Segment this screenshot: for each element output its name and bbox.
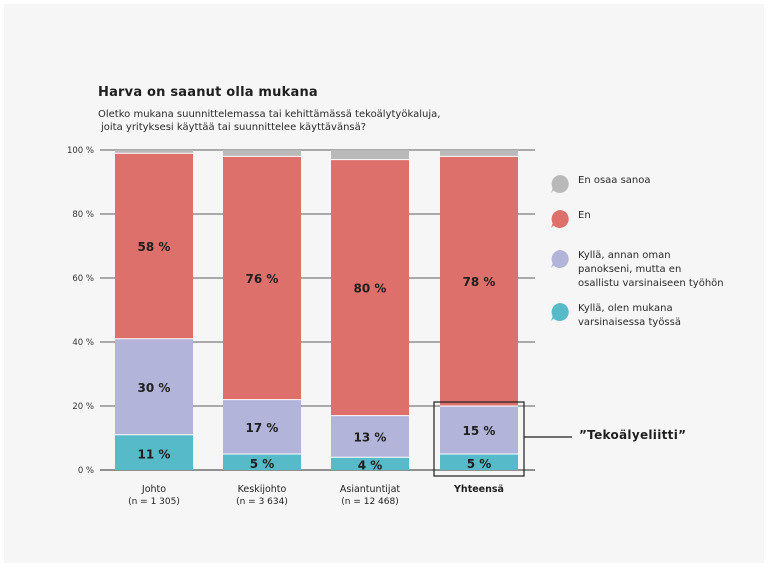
- bar-segment: [440, 406, 518, 454]
- legend-item-en-osaa-sanoa: En osaa sanoa: [550, 174, 651, 194]
- data-label: 5 %: [467, 457, 492, 471]
- speech-bubble-icon: [551, 303, 569, 321]
- data-label: 15 %: [463, 424, 496, 438]
- legend-item-kylla-mukana: Kyllä, olen mukana varsinaisessa työssä: [550, 302, 681, 330]
- category-n-label: (n = 3 634): [236, 497, 288, 507]
- legend-label: Kyllä, olen mukana varsinaisessa työssä: [578, 303, 681, 328]
- legend-label: Kyllä, annan oman panokseni, mutta en os…: [578, 250, 724, 289]
- bar-segment: [223, 156, 301, 400]
- category-label: Asiantuntijat: [340, 484, 401, 495]
- bar-segment: [331, 457, 409, 470]
- data-label: 78 %: [463, 275, 496, 289]
- bar-segment: [440, 156, 518, 406]
- data-label: 30 %: [138, 381, 171, 395]
- bar-segment: [440, 454, 518, 470]
- y-tick-label: 100 %: [67, 146, 94, 156]
- highlight-callout-label: ”Tekoälyeliitti”: [579, 428, 687, 442]
- bar-segment: [115, 150, 193, 154]
- data-label: 80 %: [354, 282, 387, 296]
- bar-segment: [115, 338, 193, 435]
- speech-bubble-icon: [551, 210, 569, 228]
- bar-segment: [440, 150, 518, 157]
- y-tick-label: 0 %: [78, 466, 94, 476]
- y-tick-label: 60 %: [72, 274, 94, 284]
- bar-segment: [331, 150, 409, 160]
- y-tick-label: 40 %: [72, 338, 94, 348]
- bar-segment: [223, 150, 301, 157]
- data-label: 76 %: [246, 272, 279, 286]
- category-label: Keskijohto: [238, 484, 287, 495]
- category-label: Yhteensä: [453, 484, 504, 495]
- category-label: Johto: [141, 484, 166, 495]
- legend-item-en: En: [550, 209, 591, 229]
- y-tick-label: 20 %: [72, 402, 94, 412]
- data-label: 4 %: [358, 459, 383, 473]
- highlight-box: [433, 401, 525, 477]
- speech-bubble-icon: [551, 175, 569, 193]
- chart-title: Harva on saanut olla mukana: [98, 85, 318, 100]
- data-label: 13 %: [354, 430, 387, 444]
- bar-segment: [115, 153, 193, 339]
- data-label: 58 %: [138, 240, 171, 254]
- chart-subtitle-line-2: joita yrityksesi käyttää tai suunnittele…: [101, 122, 367, 133]
- y-tick-label: 80 %: [72, 210, 94, 220]
- chart-subtitle-line-1: Oletko mukana suunnittelemassa tai kehit…: [98, 109, 441, 120]
- legend-label: En osaa sanoa: [578, 175, 651, 186]
- data-label: 5 %: [250, 457, 275, 471]
- bar-segment: [115, 434, 193, 470]
- category-n-label: (n = 12 468): [341, 497, 398, 507]
- legend-label: En: [578, 210, 591, 221]
- bar-segment: [223, 454, 301, 470]
- bar-segment: [331, 415, 409, 458]
- data-label: 17 %: [246, 421, 279, 435]
- bar-segment: [331, 159, 409, 416]
- data-label: 11 %: [138, 447, 171, 461]
- speech-bubble-icon: [551, 250, 569, 268]
- legend-item-kylla-panos: Kyllä, annan oman panokseni, mutta en os…: [550, 249, 724, 291]
- bar-segment: [223, 399, 301, 454]
- category-n-label: (n = 1 305): [128, 497, 180, 507]
